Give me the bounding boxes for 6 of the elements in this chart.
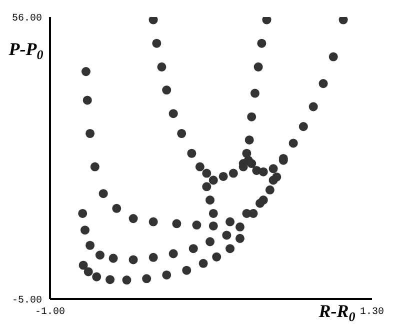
- x-tick-label: -1.00: [34, 307, 66, 318]
- y-axis-title: P-P$_{0}$: [8, 39, 44, 62]
- x-axis-title: R-R$_{0}$: [318, 301, 356, 324]
- x-tick-label: 1.30: [360, 307, 384, 318]
- y-tick-label: 56.00: [12, 14, 42, 25]
- y-tick-label: -5.00: [12, 296, 42, 307]
